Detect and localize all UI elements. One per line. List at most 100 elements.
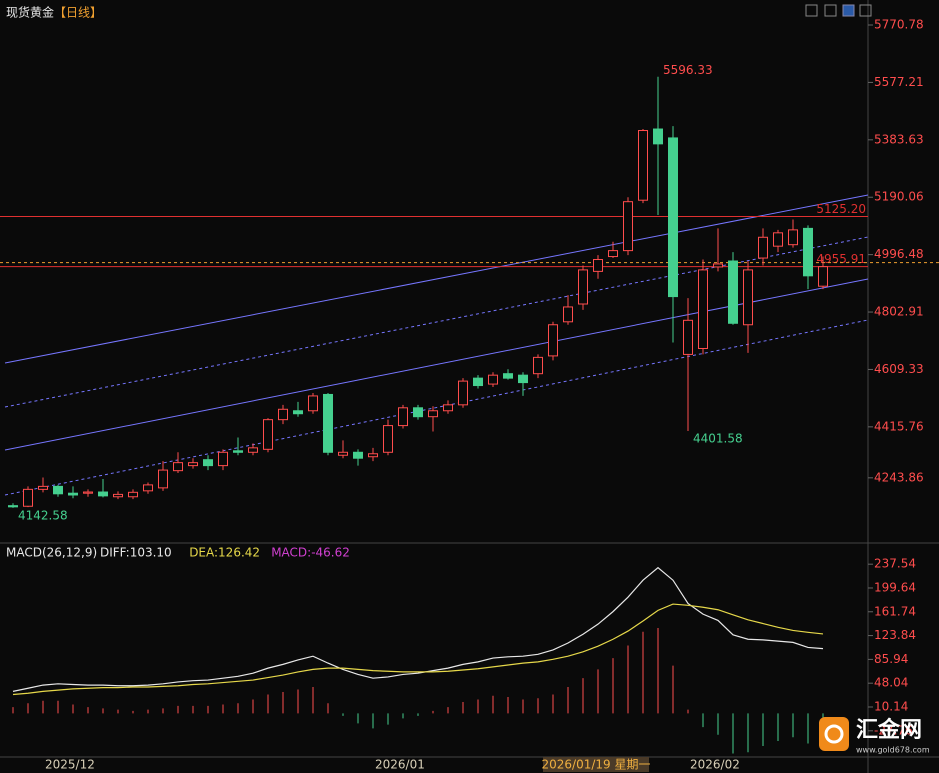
candle-body xyxy=(563,306,573,323)
x-tick-label: 2025/12 xyxy=(45,758,95,772)
x-tick-label: 2026/02 xyxy=(690,758,740,772)
candle-body xyxy=(638,130,648,201)
candle-body xyxy=(353,451,363,459)
candle-body xyxy=(368,453,378,458)
low-label: 4401.58 xyxy=(693,432,743,446)
y-tick-label: 5770.78 xyxy=(874,18,924,32)
y-tick-label: 5190.06 xyxy=(874,190,924,204)
toolbar[interactable] xyxy=(805,4,872,17)
candle-body xyxy=(713,263,723,268)
y-tick-label: 4243.86 xyxy=(874,470,924,484)
candle-body xyxy=(53,485,63,495)
tool-button[interactable] xyxy=(805,4,818,17)
candle-body xyxy=(443,404,453,412)
horizontal-line-label: 4955.91 xyxy=(816,252,866,266)
candle-body xyxy=(128,491,138,498)
candle-body xyxy=(668,137,678,298)
y-tick-label: 48.04 xyxy=(874,676,908,690)
low-label: 4142.58 xyxy=(18,508,68,522)
candle-body xyxy=(683,319,693,355)
crosshair-date-box xyxy=(543,757,649,772)
candle-body xyxy=(623,201,633,252)
candle-body xyxy=(428,410,438,418)
candle-body xyxy=(503,373,513,379)
tool-button[interactable] xyxy=(824,4,837,17)
candle-body xyxy=(278,408,288,421)
candle-body xyxy=(533,356,543,375)
tool-button[interactable] xyxy=(842,4,855,17)
channel-line xyxy=(4,194,869,364)
y-tick-label: 4802.91 xyxy=(874,305,924,319)
logo-icon xyxy=(824,724,844,744)
candle-body xyxy=(548,324,558,357)
candle-body xyxy=(173,462,183,472)
candle-body xyxy=(473,377,483,387)
candle-body xyxy=(293,410,303,415)
y-tick-label: -27.76 xyxy=(874,723,913,737)
candle-body xyxy=(788,229,798,246)
macd-title: MACD(26,12,9) xyxy=(6,546,97,560)
candle-body xyxy=(248,447,258,453)
y-tick-label: 4415.76 xyxy=(874,419,924,433)
candle-body xyxy=(68,492,78,496)
candle-body xyxy=(308,395,318,412)
candle-body xyxy=(803,227,813,277)
candle-body xyxy=(458,380,468,406)
macd-line xyxy=(12,566,824,692)
candle-body xyxy=(413,407,423,418)
macd-line xyxy=(12,603,824,696)
logo: 汇金网 www.gold678.com xyxy=(819,717,930,755)
candle-body xyxy=(98,491,108,497)
candle-body xyxy=(323,393,333,453)
y-tick-label: 4996.48 xyxy=(874,247,924,261)
logo-name: 汇金网 xyxy=(856,717,922,743)
candle-body xyxy=(593,259,603,272)
channel-line xyxy=(4,236,869,408)
candle-body xyxy=(818,266,828,287)
x-tick-label: 2026/01 xyxy=(375,758,425,772)
y-tick-label: 161.74 xyxy=(874,604,916,618)
candle-body xyxy=(743,269,753,326)
logo-url: www.gold678.com xyxy=(856,746,930,755)
legend-entry: DEA:126.42 xyxy=(189,546,260,560)
candle-body xyxy=(653,128,663,145)
candle-body xyxy=(608,250,618,258)
y-tick-label: 5383.63 xyxy=(874,132,924,146)
high-label: 5596.33 xyxy=(663,63,713,77)
candle-body xyxy=(143,484,153,492)
y-tick-label: 123.84 xyxy=(874,628,916,642)
y-tick-label: 85.94 xyxy=(874,652,908,666)
candle-body xyxy=(83,491,93,494)
trend-channel xyxy=(4,194,869,496)
candle-body xyxy=(263,419,273,450)
candle-body xyxy=(233,450,243,453)
candle-body xyxy=(203,459,213,467)
y-tick-label: 4609.33 xyxy=(874,362,924,376)
tool-button[interactable] xyxy=(859,4,872,17)
candle-body xyxy=(113,493,123,498)
candle-body xyxy=(218,451,228,467)
candle-body xyxy=(728,260,738,324)
y-tick-label: 10.14 xyxy=(874,699,908,713)
candle-body xyxy=(8,505,18,508)
y-tick-label: 199.64 xyxy=(874,580,916,594)
candle-body xyxy=(698,269,708,349)
legend-entry: DIFF:103.10 xyxy=(100,546,172,560)
candle-body xyxy=(758,236,768,259)
candle-body xyxy=(158,469,168,489)
candle-body xyxy=(398,407,408,427)
candle-body xyxy=(23,488,33,507)
logo-icon xyxy=(819,717,849,751)
candle-body xyxy=(488,374,498,385)
chart-title: 现货黄金 xyxy=(6,5,54,20)
candle-body xyxy=(338,451,348,456)
candle-body xyxy=(578,269,588,305)
candle-body xyxy=(188,462,198,467)
candle-body xyxy=(38,485,48,490)
candle-body xyxy=(773,232,783,247)
y-tick-label: 237.54 xyxy=(874,557,916,571)
channel-line xyxy=(4,278,869,451)
